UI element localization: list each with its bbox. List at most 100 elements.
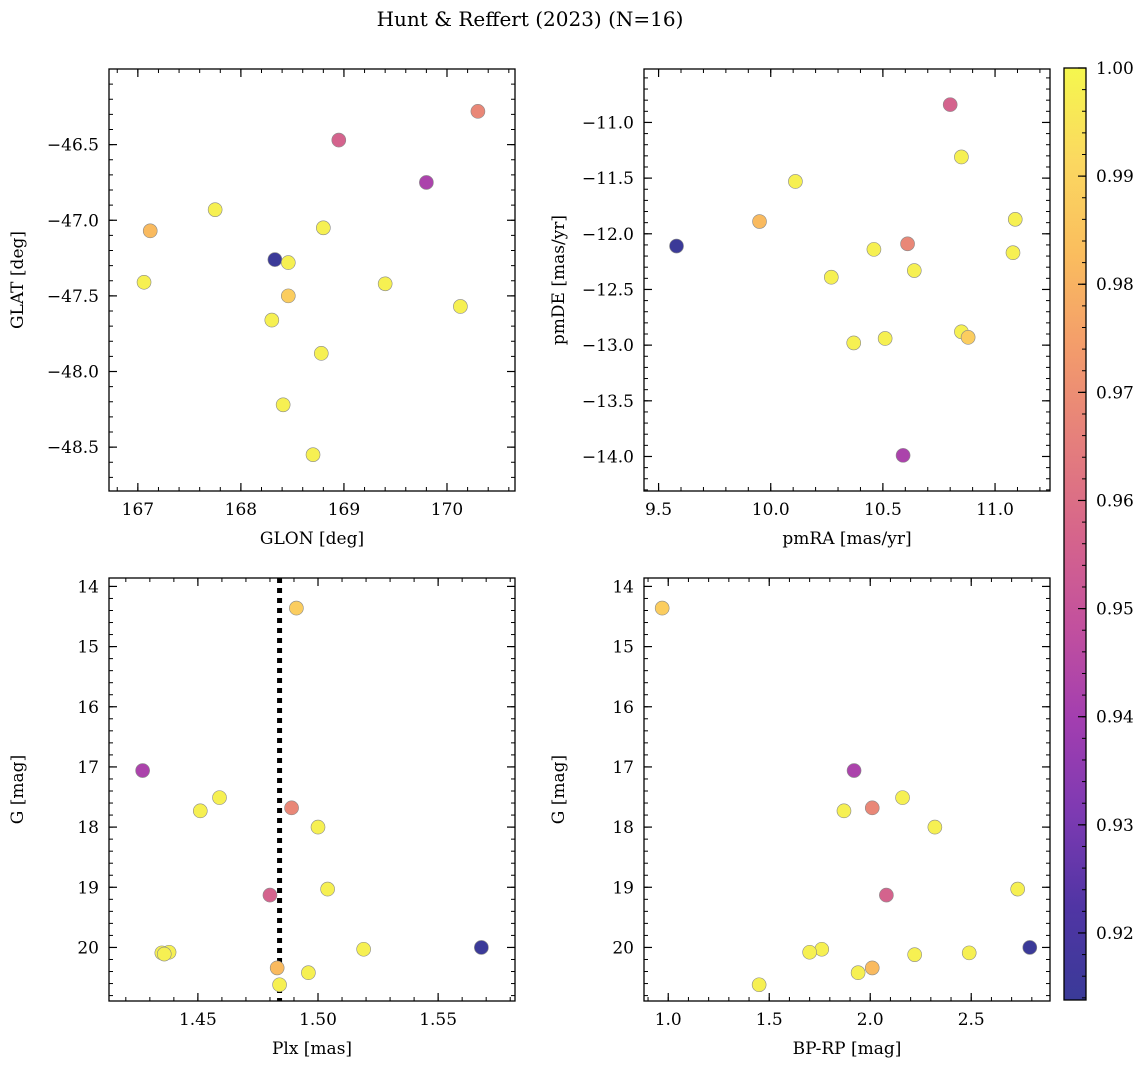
y-axis-label: pmDE [mas/yr] [549,215,569,345]
x-tick-label: 1.5 [756,1010,783,1030]
scatter-point [895,448,911,463]
y-tick-label: 20 [77,938,99,958]
y-tick-label: 14 [77,577,99,597]
y-tick-label: −48.0 [47,363,99,383]
scatter-point [305,447,321,462]
scatter-point [284,800,299,816]
x-tick-label: 1.45 [179,1010,217,1030]
colorbar-tick-label: 0.99 [1096,167,1134,187]
scatter-point [320,881,335,897]
major-ticks [109,578,515,1001]
scatter-point [301,965,316,981]
scatter-point [262,887,278,903]
figure-title: Hunt & Reffert (2023) (N=16) [377,7,684,31]
colorbar-frame [1063,67,1087,1001]
x-tick-label: 1.0 [655,1010,682,1030]
scatter-point [470,104,486,119]
y-axis-label: G [mag] [549,755,569,824]
scatter-point [419,175,434,190]
y-tick-label: 16 [612,698,634,718]
y-tick-label: −47.5 [47,287,99,307]
scatter-point [752,214,767,229]
scatter-point [751,977,767,993]
minor-ticks [109,68,515,491]
colorbar-tick-label: 0.94 [1096,708,1134,728]
y-tick-label: −13.0 [582,336,634,356]
x-tick-label: 1.50 [299,1010,337,1030]
y-tick-label: 18 [77,818,99,838]
data-layer [135,578,489,1001]
colorbar-tick-label: 0.97 [1096,383,1134,403]
y-tick-label: 15 [612,638,634,658]
colorbar-tick-label: 0.92 [1096,924,1134,944]
scatter-point [313,346,329,361]
axes-frame [643,68,1051,492]
minor-ticks [644,578,1050,1001]
scatter-point [960,330,976,345]
colorbar-tick-label: 0.98 [1096,275,1134,295]
panel-color-magnitude: 1.0 1.5 2.0 2.5 14 15 16 17 18 19 20 BP-RP [mag] G [… [549,577,1051,1059]
x-tick-label: 168 [225,500,257,520]
y-tick-label: −11.0 [582,113,634,133]
scatter-point [142,223,158,239]
y-tick-label: 17 [612,758,634,778]
scatter-point [272,977,287,993]
axes-frame [108,68,516,492]
axes-frame [108,577,516,1002]
x-tick-label: 2.0 [857,1010,884,1030]
x-tick-label: 167 [122,500,154,520]
scatter-point [850,965,866,981]
scatter-point [275,397,291,413]
scatter-point [846,335,862,351]
data-layer [136,104,486,462]
colorbar: 0.92 0.93 0.94 0.95 0.96 0.97 0.98 0.99 1.00 [1063,59,1134,1001]
scatter-point [331,132,347,148]
y-tick-label: −48.5 [47,438,99,458]
scatter-point [280,255,296,270]
x-axis-label: GLON [deg] [260,529,364,549]
minor-ticks [644,69,1050,491]
y-tick-label: 16 [77,698,99,718]
panel-glon-glat: 167 168 169 170 −46.5 −47.0 −47.5 −48.0 −48.5 GLO… [8,68,516,549]
scatter-point [264,312,280,328]
y-tick-label: −11.5 [582,169,634,189]
x-axis-label: pmRA [mas/yr] [782,529,911,549]
scatter-point [1007,212,1023,227]
y-tick-label: −12.0 [582,225,634,245]
scatter-point [927,819,943,835]
y-tick-label: 19 [612,878,634,898]
colorbar-tick-label: 0.95 [1096,600,1134,620]
x-tick-label: 10.5 [864,500,902,520]
x-tick-label: 2.5 [958,1010,985,1030]
scatter-point [453,299,468,314]
scatter-point [836,803,852,819]
scatter-point [135,763,150,778]
scatter-point [654,600,670,616]
scatter-point [864,960,880,976]
scatter-point [356,941,371,957]
scatter-point [961,945,977,961]
data-layer [669,97,1023,463]
y-tick-label: 14 [612,577,634,597]
scatter-point [156,946,172,962]
scatter-point [879,887,894,903]
x-tick-label: 11.0 [976,500,1014,520]
major-ticks [109,69,515,491]
scatter-point [942,97,958,112]
scatter-point [136,274,152,290]
scatter-point [267,252,283,267]
scatter-point [895,790,910,805]
scatter-point [1005,245,1021,261]
scatter-point [474,940,489,955]
y-tick-label: −14.0 [582,447,634,467]
scatter-point [814,941,830,957]
x-tick-label: 10.0 [752,500,790,520]
scatter-point [280,288,296,304]
scatter-point [669,238,684,254]
scatter-point [900,236,915,252]
y-axis-label: GLAT [deg] [8,231,28,329]
y-tick-label: −46.5 [47,136,99,156]
y-tick-label: −12.5 [582,280,634,300]
minor-ticks [109,578,515,1001]
